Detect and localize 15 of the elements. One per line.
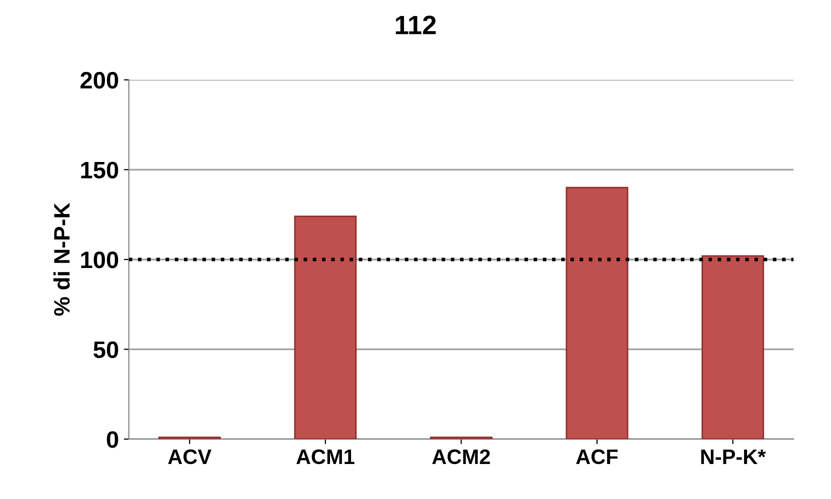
bar [294,216,357,440]
y-tick-label: 150 [81,162,118,178]
x-tick-label: ACV [168,449,212,464]
x-tick-label: ACM1 [296,449,354,464]
chart-title: 112 [396,16,436,34]
y-tick-label: 0 [106,431,118,448]
x-tick-label: ACF [576,449,618,464]
y-tick-label: 200 [80,72,118,89]
x-tick-label: ACM2 [432,449,490,464]
bar [702,255,764,440]
y-tick-label: 100 [81,252,118,268]
bar [566,186,628,440]
x-tick-label: N-P-K* [701,450,766,464]
y-axis-title: % di N-P-K [53,202,70,316]
y-tick-label: 50 [94,341,118,358]
